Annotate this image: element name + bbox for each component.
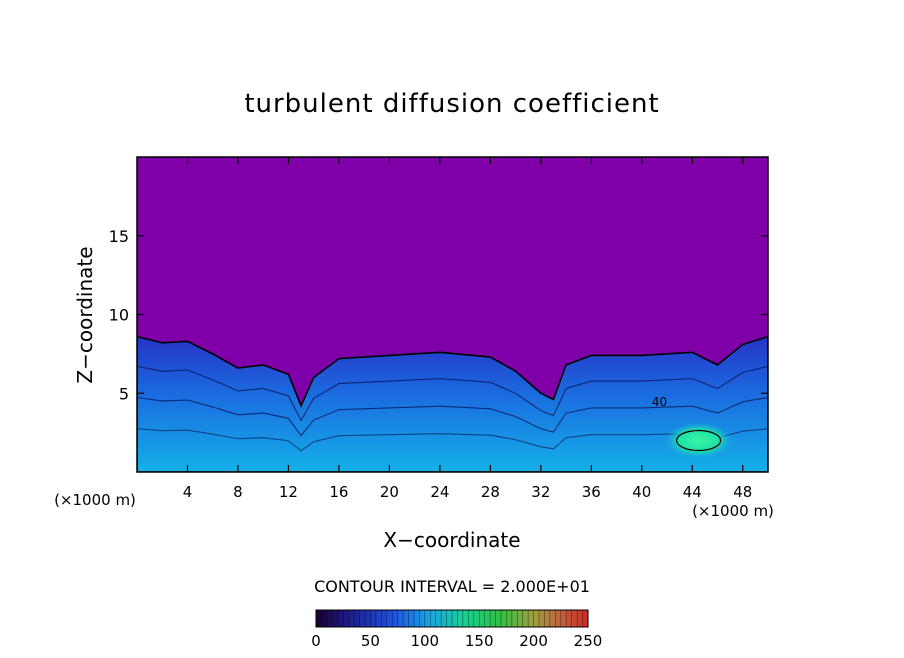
- hotspot-contour: [675, 429, 722, 452]
- colorbar-tick-label: 0: [311, 632, 321, 650]
- x-tick-label: 12: [279, 483, 298, 501]
- x-tick-label: 20: [380, 483, 399, 501]
- x-tick-label: 24: [430, 483, 449, 501]
- y-tick-label: 10: [109, 306, 129, 325]
- mixed-layer-field: [137, 335, 768, 472]
- colorbar-tick-label: 200: [519, 632, 548, 650]
- y-tick-label: 15: [109, 227, 129, 246]
- colorbar-tick-label: 100: [410, 632, 439, 650]
- y-tick-label: 5: [119, 384, 129, 403]
- x-tick-label: 40: [632, 483, 651, 501]
- x-axis: 4 8 12 16 20 24 28 32 36 40 44 48: [183, 157, 752, 501]
- y-axis-label: Z−coordinate: [73, 246, 97, 383]
- x-unit-right: (×1000 m): [692, 502, 774, 520]
- x-tick-label: 44: [683, 483, 702, 501]
- x-unit-left: (×1000 m): [54, 491, 136, 509]
- x-tick-label: 48: [733, 483, 752, 501]
- colorbar: 0 50 100 150 200 250: [311, 609, 603, 650]
- colorbar-tick-label: 250: [574, 632, 603, 650]
- x-tick-label: 36: [582, 483, 601, 501]
- contour-interval-text: CONTOUR INTERVAL = 2.000E+01: [314, 577, 590, 596]
- colorbar-tick-label: 150: [465, 632, 494, 650]
- contour-line: [137, 428, 768, 452]
- x-tick-label: 28: [481, 483, 500, 501]
- x-tick-label: 32: [531, 483, 550, 501]
- hotspot-region: [664, 422, 733, 459]
- chart-title: turbulent diffusion coefficient: [244, 89, 659, 119]
- colorbar-tick-label: 50: [361, 632, 380, 650]
- contour-line: [137, 396, 768, 437]
- plot-area: 40: [137, 157, 768, 472]
- x-tick-label: 8: [233, 483, 243, 501]
- y-axis: 5 10 15: [109, 227, 768, 403]
- contour-label: 40: [652, 395, 667, 409]
- contour-line: [137, 365, 768, 422]
- x-axis-label: X−coordinate: [383, 528, 520, 552]
- x-tick-label: 16: [329, 483, 348, 501]
- x-tick-label: 4: [183, 483, 193, 501]
